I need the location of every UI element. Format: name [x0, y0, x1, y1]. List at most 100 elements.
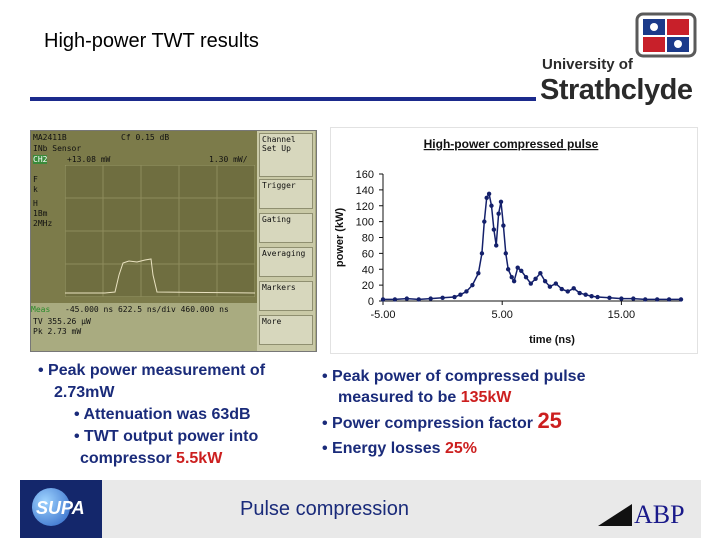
pulse-data-point: [464, 289, 469, 294]
pulse-data-point: [553, 281, 559, 286]
bullet-compressor-power: compressor 5.5kW: [38, 448, 318, 470]
pulse-data-point: [479, 251, 485, 256]
bullet-twt-output: • TWT output power into: [74, 428, 259, 445]
scope-trace: [65, 258, 255, 294]
bullet-highlight-value: 5.5kW: [176, 450, 223, 467]
bullet-highlight-value: 135kW: [460, 389, 512, 406]
pulse-data-point: [440, 295, 445, 301]
scope-header-model: MA2411B: [33, 133, 67, 142]
bullet-peak-power: • Peak power measurement of: [38, 362, 266, 379]
pulse-data-point: [533, 276, 538, 281]
y-tick-label: 80: [362, 233, 374, 245]
scope-left-label: H: [33, 199, 38, 208]
scope-menu-panel: Channel Set Up Trigger Gating Averaging …: [257, 131, 315, 351]
y-tick-label: 120: [356, 201, 374, 213]
scope-meas-label: Meas: [31, 305, 51, 314]
scope-trace-plot: [65, 165, 255, 297]
footer-bar: [20, 480, 701, 538]
pulse-data-point: [486, 191, 492, 197]
pulse-data-point: [416, 297, 421, 302]
y-tick-label: 160: [356, 169, 374, 181]
scope-menu-channel-setup[interactable]: Channel Set Up: [259, 133, 313, 177]
pulse-data-point: [482, 219, 487, 224]
bullet-text: • Energy losses: [322, 440, 445, 457]
abp-logo-text: ABP: [634, 500, 685, 529]
scope-scale-readout: 1.30 mW/: [209, 155, 248, 164]
y-tick-label: 100: [356, 217, 374, 229]
bullet-peak-power-value: 2.73mW: [54, 384, 115, 401]
y-axis-label: power (kW): [334, 208, 346, 268]
scope-left-label: 2MHz: [33, 219, 53, 228]
bullet-compressed-peak: • Peak power of compressed pulse: [322, 368, 586, 385]
pulse-data-point: [505, 267, 511, 272]
pulse-data-point: [571, 286, 576, 291]
abp-logo: ABP: [598, 496, 698, 536]
pulse-data-point: [498, 199, 504, 204]
pulse-data-point: [528, 281, 534, 286]
x-tick-label: 5.00: [491, 309, 512, 321]
bullet-highlight-value: 25: [537, 408, 562, 433]
pulse-data-point: [509, 274, 514, 280]
pulse-data-point: [501, 223, 506, 228]
abp-triangle-icon: [598, 504, 632, 526]
x-tick-label: -5.00: [370, 309, 395, 321]
scope-avg-readout: TV 355.26 µW: [33, 317, 91, 326]
pulse-data-point: [380, 297, 386, 302]
scope-header-cf: Cf 0.15 dB: [121, 133, 170, 142]
scope-header-sensor: INb Sensor: [33, 144, 82, 153]
oscilloscope-screenshot: MA2411B Cf 0.15 dB INb Sensor CH2 +13.08…: [30, 130, 317, 352]
pulse-data-point: [547, 284, 553, 289]
scope-menu-averaging[interactable]: Averaging: [259, 247, 313, 277]
scope-peak-readout: Pk 2.73 mW: [33, 327, 82, 336]
pulse-data-point: [595, 294, 600, 300]
supa-logo-text: SUPA: [36, 498, 85, 518]
pulse-data-point: [559, 286, 564, 292]
y-tick-label: 140: [356, 185, 374, 197]
footer-title: Pulse compression: [240, 498, 409, 520]
bullet-attenuation: • Attenuation was 63dB: [74, 406, 251, 423]
pulse-data-point: [577, 290, 582, 296]
y-tick-label: 40: [362, 264, 374, 276]
y-tick-label: 0: [368, 296, 374, 308]
pulse-data-point: [654, 297, 660, 302]
y-tick-label: 60: [362, 248, 374, 260]
pulse-data-point: [503, 251, 508, 256]
compressed-pulse-svg: High-power compressed pulse 0 20 40 60 80 100 1…: [334, 137, 684, 346]
university-crest-icon: [635, 12, 697, 58]
bullet-text: measured to be: [338, 389, 461, 406]
pulse-data-point: [491, 227, 497, 232]
pulse-data-point: [428, 296, 433, 301]
strathclyde-logo: University of Strathclyde: [540, 12, 705, 110]
right-bullet-list: • Peak power of compressed pulse measure…: [322, 366, 712, 459]
scope-channel-badge: CH2: [33, 155, 48, 164]
title-divider: [30, 97, 536, 101]
supa-orb-icon: [32, 488, 70, 526]
pulse-data-point: [392, 297, 398, 302]
scope-bottom-readouts: -45.000 ns 622.5 ns/div 460.000 ns Meas …: [31, 303, 257, 351]
bullet-text: compressor: [80, 450, 177, 467]
pulse-data-point: [565, 289, 570, 294]
chart-title: High-power compressed pulse: [424, 137, 599, 151]
university-line2: Strathclyde: [540, 74, 693, 106]
scope-screen: MA2411B Cf 0.15 dB INb Sensor CH2 +13.08…: [31, 131, 257, 303]
compressed-pulse-chart: High-power compressed pulse 0 20 40 60 80 100 1…: [330, 127, 698, 354]
pulse-data-point: [494, 243, 499, 248]
university-line1: University of: [542, 56, 633, 73]
pulse-data-point: [619, 296, 624, 301]
pulse-data-point: [589, 294, 594, 299]
x-axis-label: time (ns): [529, 334, 575, 346]
scope-menu-gating[interactable]: Gating: [259, 213, 313, 243]
pulse-data-point: [519, 268, 524, 274]
pulse-data-point: [666, 297, 672, 302]
scope-menu-more[interactable]: More: [259, 315, 313, 345]
pulse-data-point: [538, 271, 543, 276]
scope-menu-markers[interactable]: Markers: [259, 281, 313, 311]
pulse-data-point: [523, 274, 529, 280]
pulse-data-point: [678, 297, 684, 302]
pulse-data-point: [404, 296, 410, 301]
pulse-data-point: [643, 297, 648, 302]
pulse-data-point: [489, 203, 494, 208]
scope-menu-trigger[interactable]: Trigger: [259, 179, 313, 209]
slide-title: High-power TWT results: [44, 30, 259, 52]
scope-left-label: k: [33, 185, 38, 194]
